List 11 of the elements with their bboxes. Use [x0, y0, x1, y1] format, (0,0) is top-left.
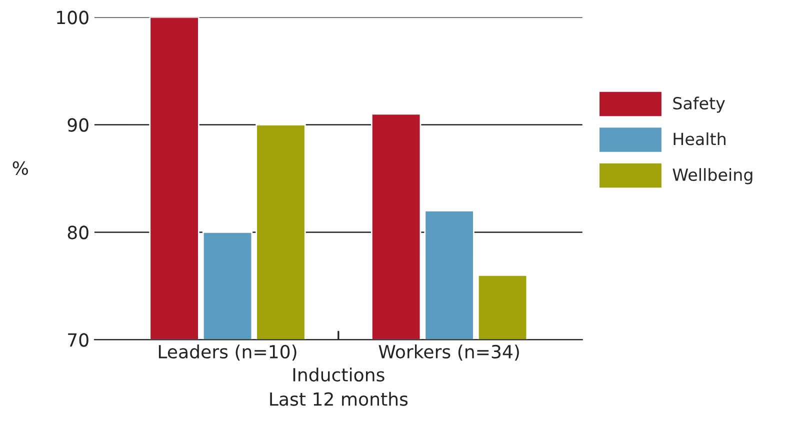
y-tick-label: 80 — [68, 226, 88, 240]
x-axis-title: Inductions Last 12 months — [270, 368, 408, 406]
x-tick-label: Workers (n=34) — [378, 344, 519, 361]
legend-label: Safety — [673, 96, 725, 113]
legend-label: Health — [674, 132, 726, 146]
y-tick-label: 100 — [57, 10, 88, 24]
legend-label: Wellbeing — [672, 168, 752, 184]
x-tick-label: Leaders (n=10) — [158, 344, 296, 361]
y-axis-title: % — [12, 161, 28, 175]
y-tick-label: 90 — [68, 118, 88, 132]
y-tick-label: 70 — [68, 333, 88, 347]
